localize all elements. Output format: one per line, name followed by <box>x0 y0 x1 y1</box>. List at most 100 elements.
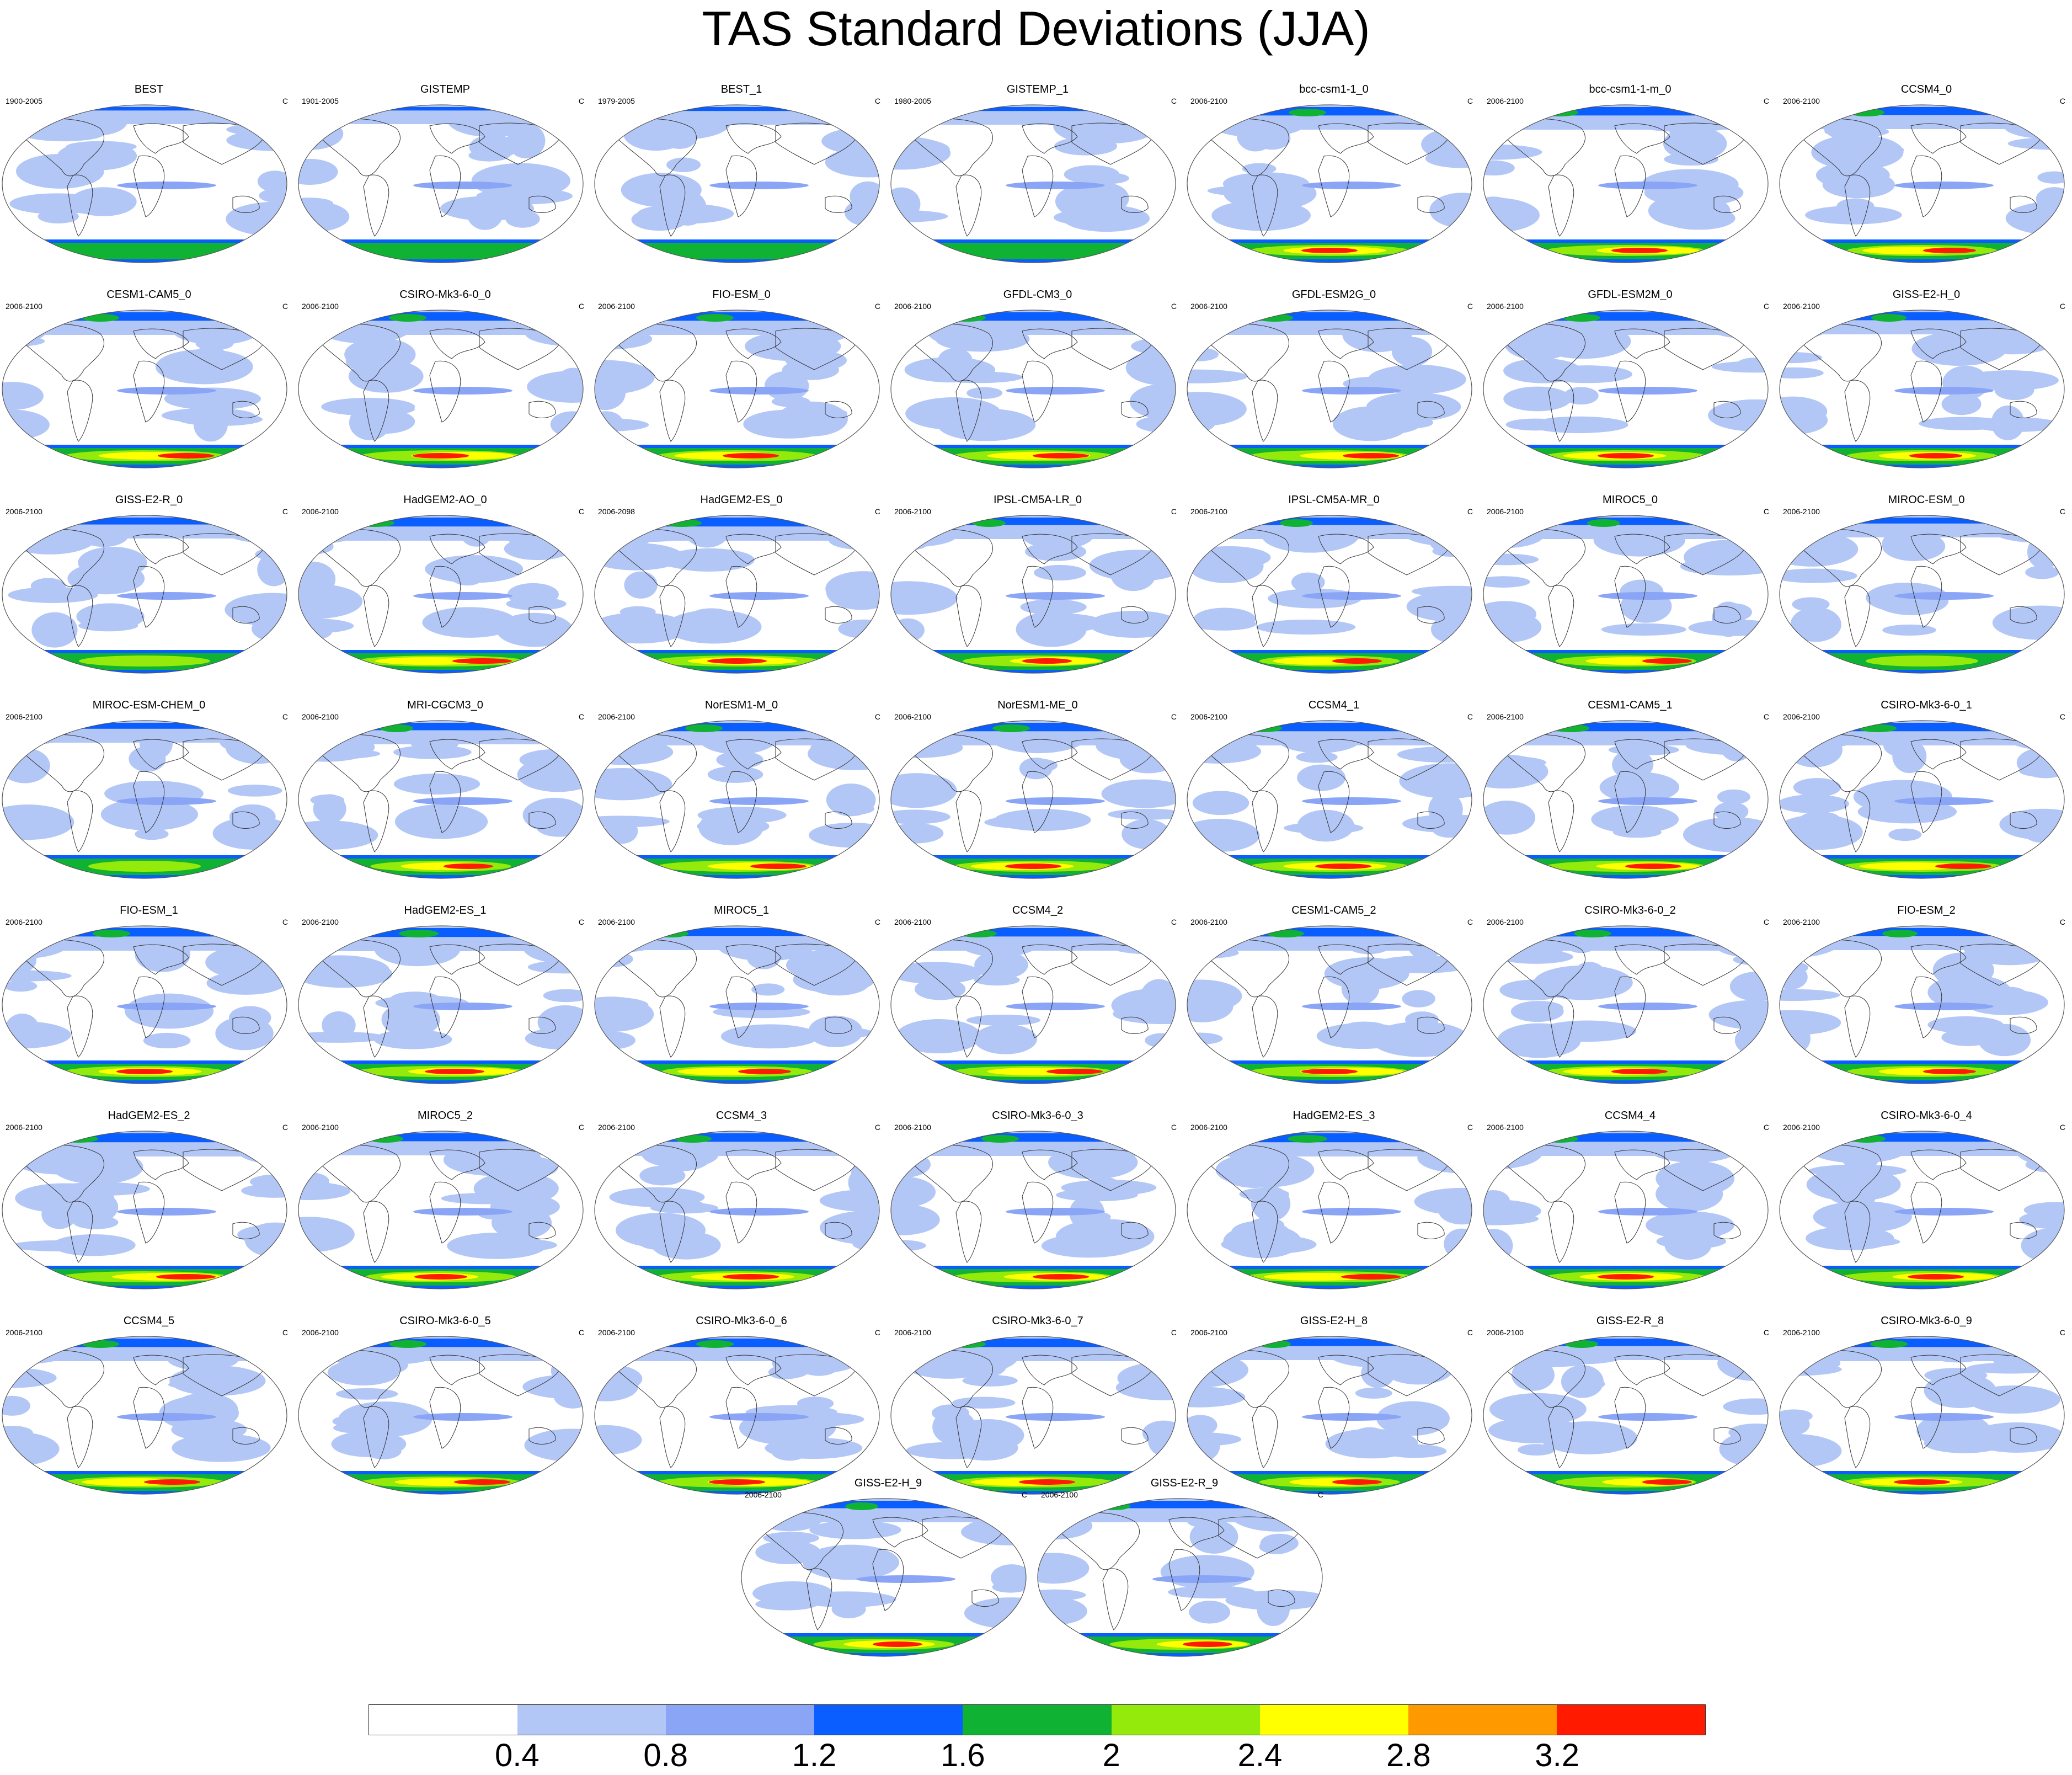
continent-outline <box>1022 1355 1078 1385</box>
antarctic-band-red <box>413 453 469 459</box>
northern-band-strong <box>34 1133 255 1143</box>
continent-outline <box>1844 174 1871 237</box>
panel-title: HadGEM2-ES_2 <box>108 1110 190 1122</box>
colorbar-box <box>1259 1705 1408 1735</box>
continent-outline <box>1417 401 1445 418</box>
continent-outline <box>1022 566 1054 628</box>
continent-outline <box>1102 1568 1129 1630</box>
variability-patch <box>1297 809 1354 842</box>
variability-patch <box>1483 160 1515 176</box>
continent-outlines <box>319 939 563 1058</box>
continent-outline <box>725 566 757 628</box>
panel-units: C <box>578 712 584 721</box>
panel-units: C <box>1467 712 1473 721</box>
map-panel: GFDL-CM3_0 2006-2100 C <box>890 288 1185 493</box>
continent-outlines <box>1208 118 1451 237</box>
variability-patch <box>1405 1011 1439 1028</box>
continent-outline <box>1614 1355 1670 1385</box>
globe-border <box>1483 1336 1769 1495</box>
continent-outline <box>1318 771 1350 833</box>
map-panel: CESM1-CAM5_0 2006-2100 C <box>1 288 297 493</box>
continent-outline <box>1910 123 1967 154</box>
northern-band-peak <box>674 1135 712 1143</box>
variability-patch <box>905 397 1002 430</box>
map-panel: CCSM4_4 2006-2100 C <box>1482 1109 1778 1314</box>
continent-outline <box>1417 1016 1445 1034</box>
continent-outline <box>1022 123 1078 154</box>
robinson-world-map <box>1187 310 1472 468</box>
globe-border <box>890 1131 1176 1289</box>
variability-patch <box>73 1216 119 1229</box>
northern-band-peak <box>1258 1340 1291 1348</box>
continent-outline <box>1022 1181 1054 1244</box>
antarctic-band-red <box>1935 863 1991 869</box>
variability-patch <box>1483 1151 1511 1165</box>
globe-border <box>1187 1336 1472 1495</box>
continent-outline <box>1614 976 1646 1038</box>
robinson-world-map <box>1779 1131 2065 1289</box>
antarctic-band-red <box>1343 453 1399 459</box>
variability-patch <box>553 329 583 341</box>
panel-title: GFDL-ESM2M_0 <box>1588 289 1673 301</box>
variability-patch <box>1991 405 2025 440</box>
globe-border <box>1187 925 1472 1084</box>
variability-patch <box>1713 802 1749 822</box>
variability-patch <box>1242 163 1277 174</box>
robinson-world-map <box>1187 515 1472 674</box>
continent-outline <box>232 1222 260 1239</box>
globe-border <box>594 1131 880 1289</box>
continent-outline <box>1252 790 1278 852</box>
variability-patch <box>1888 828 1922 841</box>
continent-outline <box>775 1354 859 1396</box>
antarctic-band-yellow <box>375 657 484 665</box>
robinson-world-map <box>1483 104 1769 263</box>
continent-outline <box>133 771 165 833</box>
variability-patch <box>225 593 287 627</box>
panel-units: C <box>1763 712 1769 721</box>
variability-patch <box>1140 979 1176 1014</box>
variability-patch <box>1790 607 1841 642</box>
robinson-world-map <box>1779 515 2065 674</box>
continent-outline <box>1713 1222 1741 1239</box>
variability-patch <box>507 583 559 606</box>
panel-title: MIROC-ESM-CHEM_0 <box>92 699 206 711</box>
colorbar-box <box>1408 1705 1557 1735</box>
continent-outline <box>1071 944 1155 986</box>
tropical-pacific-streak <box>1598 1413 1697 1421</box>
continent-outline <box>429 944 485 975</box>
continent-outline <box>528 811 556 829</box>
variability-patch <box>1034 564 1087 581</box>
antarctic-band-red <box>444 863 493 869</box>
continent-outline <box>1022 360 1054 423</box>
variability-patch <box>1382 1444 1447 1458</box>
variability-patch <box>777 401 848 436</box>
continent-outline <box>1664 944 1748 986</box>
robinson-world-map <box>1037 1498 1323 1657</box>
continent-outline <box>1208 323 1289 382</box>
continent-outline <box>725 1149 782 1180</box>
variability-patch <box>1733 310 1768 343</box>
map-panel: CSIRO-Mk3-6-0_9 2006-2100 C <box>1779 1314 2072 1520</box>
continent-outlines <box>615 939 859 1058</box>
continent-outlines <box>1208 529 1451 647</box>
northern-band-peak <box>389 1340 426 1348</box>
continent-outline <box>1071 533 1155 575</box>
continent-outline <box>67 1406 93 1468</box>
antarctic-band-red <box>1046 1069 1103 1074</box>
continent-outline <box>1417 606 1445 623</box>
tropical-pacific-streak <box>413 1208 512 1216</box>
variability-patch <box>1813 1201 1912 1233</box>
variability-patch <box>891 809 950 824</box>
northern-band-strong <box>1812 723 2032 732</box>
continent-outlines <box>911 939 1155 1058</box>
northern-band <box>891 105 1176 125</box>
continent-outlines <box>911 1350 1155 1468</box>
globe-border <box>2 1336 287 1495</box>
panel-title: bcc-csm1-1-m_0 <box>1589 83 1672 95</box>
variability-patch <box>1780 367 1824 379</box>
variability-patch <box>1054 137 1118 156</box>
panel-title: GISS-E2-R_8 <box>1596 1315 1664 1327</box>
map-panel: MIROC-ESM_0 2006-2100 C <box>1779 493 2072 699</box>
panel-title: MIROC5_1 <box>713 904 770 916</box>
variability-patch <box>373 1030 452 1049</box>
